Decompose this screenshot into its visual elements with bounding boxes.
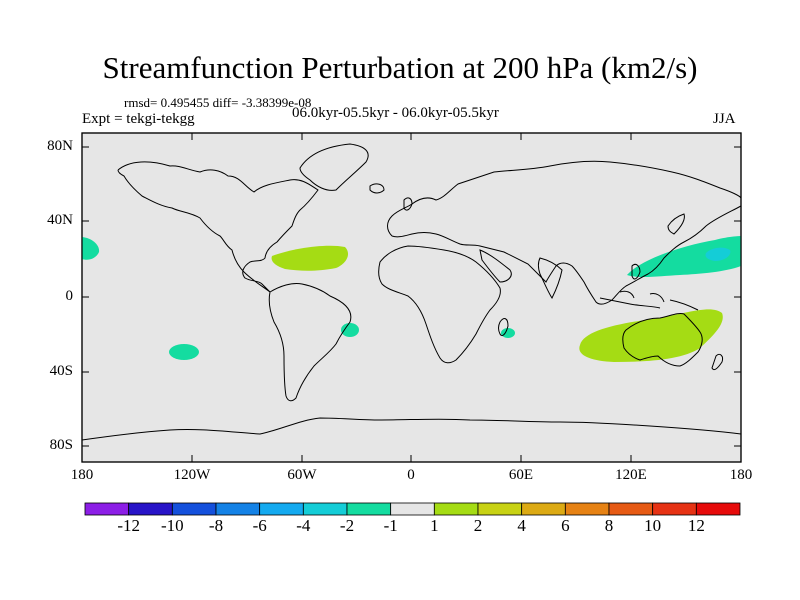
lon-label-180e: 180 (729, 467, 753, 483)
colorbar-swatch (128, 502, 173, 516)
east-pacific-negative (82, 237, 100, 260)
colorbar-swatch (433, 502, 479, 516)
colorbar-swatch (346, 502, 392, 516)
caribbean-positive (271, 245, 349, 271)
colorbar-swatch (215, 502, 261, 516)
experiment-label: Expt = tekgi-tekgg (82, 111, 195, 127)
colorbar-label: -6 (252, 516, 267, 535)
lon-label-180w: 180 (70, 467, 94, 483)
lat-label-40s: 40S (49, 363, 73, 379)
eurasia-coast (387, 160, 742, 305)
india-coast (538, 257, 563, 299)
figure-title: Streamfunction Perturbation at 200 hPa (… (102, 50, 698, 85)
colorbar-swatch (171, 502, 217, 516)
lat-label-0: 0 (65, 288, 74, 304)
colorbar-label: 8 (604, 516, 614, 535)
lon-label-120e: 120E (615, 467, 647, 483)
lon-label-60e: 60E (508, 467, 534, 483)
colorbar-swatch (608, 502, 654, 516)
colorbar-label: -2 (339, 516, 355, 535)
arabia-coast (479, 249, 512, 283)
period-label: 06.0kyr-05.5kyr - 06.0kyr-05.5kyr (292, 105, 499, 121)
colorbar-label: -8 (208, 516, 224, 535)
british-isles-coast (403, 197, 413, 211)
colorbar-swatch (390, 502, 435, 516)
season-label: JJA (713, 111, 736, 127)
west-pacific-core (705, 247, 731, 261)
madagascar-negative (501, 328, 515, 338)
lat-label-80n: 80N (47, 138, 73, 154)
antarctica-coast (81, 417, 742, 441)
africa-coast (378, 245, 501, 364)
colorbar-swatch (84, 502, 130, 516)
south-pacific-negative (169, 344, 199, 360)
south-america-coast (268, 283, 352, 402)
indonesia-coast (599, 290, 699, 311)
lon-label-120w: 120W (173, 467, 211, 483)
colorbar-swatch (564, 502, 610, 516)
colorbar-swatch (477, 502, 523, 516)
colorbar-swatch (652, 502, 697, 516)
colorbar-label: 6 (561, 516, 570, 535)
colorbar (84, 502, 741, 516)
colorbar-label: -10 (160, 516, 184, 535)
rmsd-stats: rmsd= 0.495455 diff= -3.38399e-08 (124, 95, 312, 110)
colorbar-swatch (259, 502, 304, 516)
map-frame (81, 132, 742, 463)
australia-coast (622, 313, 703, 367)
colorbar-label: 12 (687, 516, 705, 535)
colorbar-label: 10 (644, 516, 662, 535)
colorbar-label: -4 (296, 516, 311, 535)
colorbar-swatch (302, 502, 348, 516)
new-zealand-coast (711, 353, 723, 371)
greenland-coast (299, 143, 369, 191)
colorbar-swatch (521, 502, 566, 516)
japan-coast (667, 213, 685, 235)
north-america-coast (117, 161, 319, 293)
colorbar-label: -12 (117, 516, 140, 535)
colorbar-label: 4 (517, 516, 526, 535)
madagascar-coast (498, 318, 509, 337)
lon-label-60w: 60W (287, 467, 317, 483)
coastlines (81, 143, 742, 441)
colorbar-label: 2 (473, 516, 483, 535)
colorbar-label: -1 (383, 516, 398, 535)
iceland-coast (369, 183, 385, 194)
philippines-coast (631, 263, 641, 280)
west-pacific-negative (627, 236, 741, 278)
lat-label-80s: 80S (49, 437, 73, 453)
lat-label-40n: 40N (47, 212, 73, 228)
map-background (81, 132, 742, 463)
colorbar-label: 1 (430, 516, 439, 535)
lon-label-0: 0 (407, 467, 415, 483)
south-atlantic-negative (341, 323, 359, 337)
colorbar-swatch (695, 502, 741, 516)
australia-positive (579, 309, 723, 362)
anomaly-layer (82, 236, 741, 362)
